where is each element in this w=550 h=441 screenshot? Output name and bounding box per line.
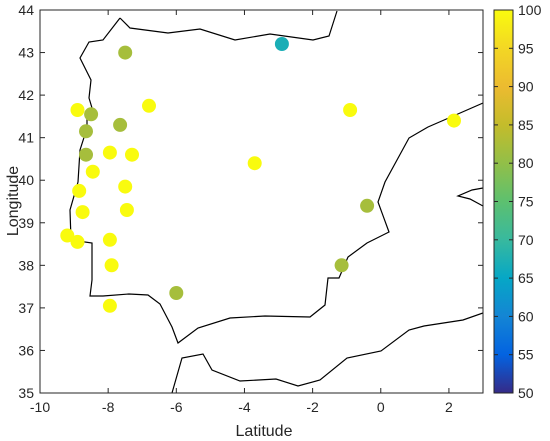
- plot-frame: [39, 9, 484, 394]
- colorbar-tick-label: 95: [518, 40, 534, 56]
- y-tick-label: 36: [18, 342, 34, 358]
- colorbar-ticks: 50 55 60 65 70 75 80 85 90 95 100: [494, 2, 542, 401]
- y-axis: 35 36 37 38 39 40 41 42 43 44: [18, 2, 483, 401]
- data-point: [72, 183, 87, 198]
- x-tick-label: 0: [377, 399, 385, 415]
- data-point: [102, 298, 117, 313]
- data-point: [102, 232, 117, 247]
- colorbar-tick-label: 50: [518, 385, 534, 401]
- colorbar-tick-label: 85: [518, 117, 534, 133]
- data-point: [60, 228, 75, 243]
- data-point: [70, 234, 85, 249]
- data-point: [343, 103, 358, 117]
- data-point: [84, 107, 99, 122]
- x-tick-label: -4: [238, 399, 251, 415]
- y-tick-label: 35: [18, 385, 34, 401]
- data-point: [142, 98, 156, 113]
- plot-area: [40, 10, 483, 393]
- x-tick-label: -2: [306, 399, 319, 415]
- data-point: [118, 179, 133, 194]
- y-tick-label: 40: [18, 172, 34, 188]
- data-point: [104, 258, 119, 273]
- x-tick-label: -8: [102, 399, 115, 415]
- points-layer: [60, 37, 461, 313]
- africa-coastline: [171, 312, 483, 393]
- x-tick-label: 2: [445, 399, 453, 415]
- balearic-outline: [456, 187, 483, 207]
- data-point: [119, 203, 134, 217]
- y-tick-label: 44: [18, 2, 34, 18]
- data-point: [79, 124, 93, 139]
- y-tick-label: 42: [18, 87, 34, 103]
- data-point: [102, 145, 117, 160]
- colorbar-tick-label: 100: [518, 2, 542, 18]
- data-point: [274, 37, 289, 51]
- y-axis-label: Longitude: [5, 166, 22, 236]
- y-tick-label: 43: [18, 45, 34, 61]
- data-point: [125, 147, 139, 162]
- data-point: [113, 117, 128, 132]
- colorbar-tick-label: 80: [518, 155, 534, 171]
- data-point: [118, 45, 133, 60]
- y-tick-label: 38: [18, 257, 34, 273]
- colorbar-tick-label: 55: [518, 347, 534, 363]
- colorbar-tick-label: 75: [518, 194, 534, 210]
- y-tick-label: 37: [18, 300, 34, 316]
- data-point: [79, 147, 93, 162]
- x-tick-label: -6: [170, 399, 183, 415]
- y-tick-label: 39: [18, 215, 34, 231]
- data-point: [334, 258, 349, 273]
- data-point: [169, 286, 184, 300]
- data-point: [75, 205, 90, 220]
- colorbar-tick-label: 60: [518, 308, 534, 324]
- x-axis: -10 -8 -6 -4 -2 0 2: [30, 10, 453, 415]
- y-tick-label: 41: [18, 130, 34, 146]
- data-point: [247, 156, 262, 171]
- colorbar-tick-label: 70: [518, 232, 534, 248]
- data-point: [85, 164, 100, 179]
- data-point: [70, 103, 85, 117]
- data-point: [447, 113, 461, 128]
- colorbar-tick-label: 65: [518, 270, 534, 286]
- x-tick-label: -10: [30, 399, 50, 415]
- colorbar-tick-label: 90: [518, 79, 534, 95]
- data-point: [360, 198, 375, 213]
- x-axis-label: Latitude: [236, 423, 293, 440]
